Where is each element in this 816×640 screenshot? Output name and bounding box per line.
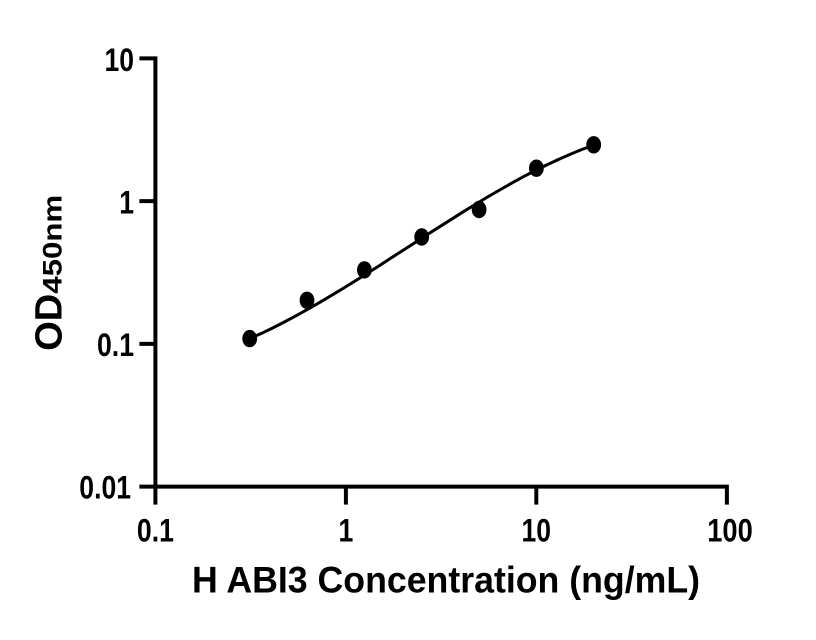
- svg-text:0.1: 0.1: [137, 513, 174, 549]
- svg-text:1: 1: [339, 513, 354, 549]
- svg-text:1: 1: [119, 184, 134, 220]
- svg-text:10: 10: [522, 513, 552, 549]
- svg-text:0.1: 0.1: [97, 327, 134, 363]
- svg-text:10: 10: [105, 42, 135, 78]
- svg-text:H ABI3 Concentration (ng/mL): H ABI3 Concentration (ng/mL): [192, 560, 700, 601]
- svg-text:100: 100: [707, 513, 753, 549]
- svg-text:0.01: 0.01: [79, 470, 131, 506]
